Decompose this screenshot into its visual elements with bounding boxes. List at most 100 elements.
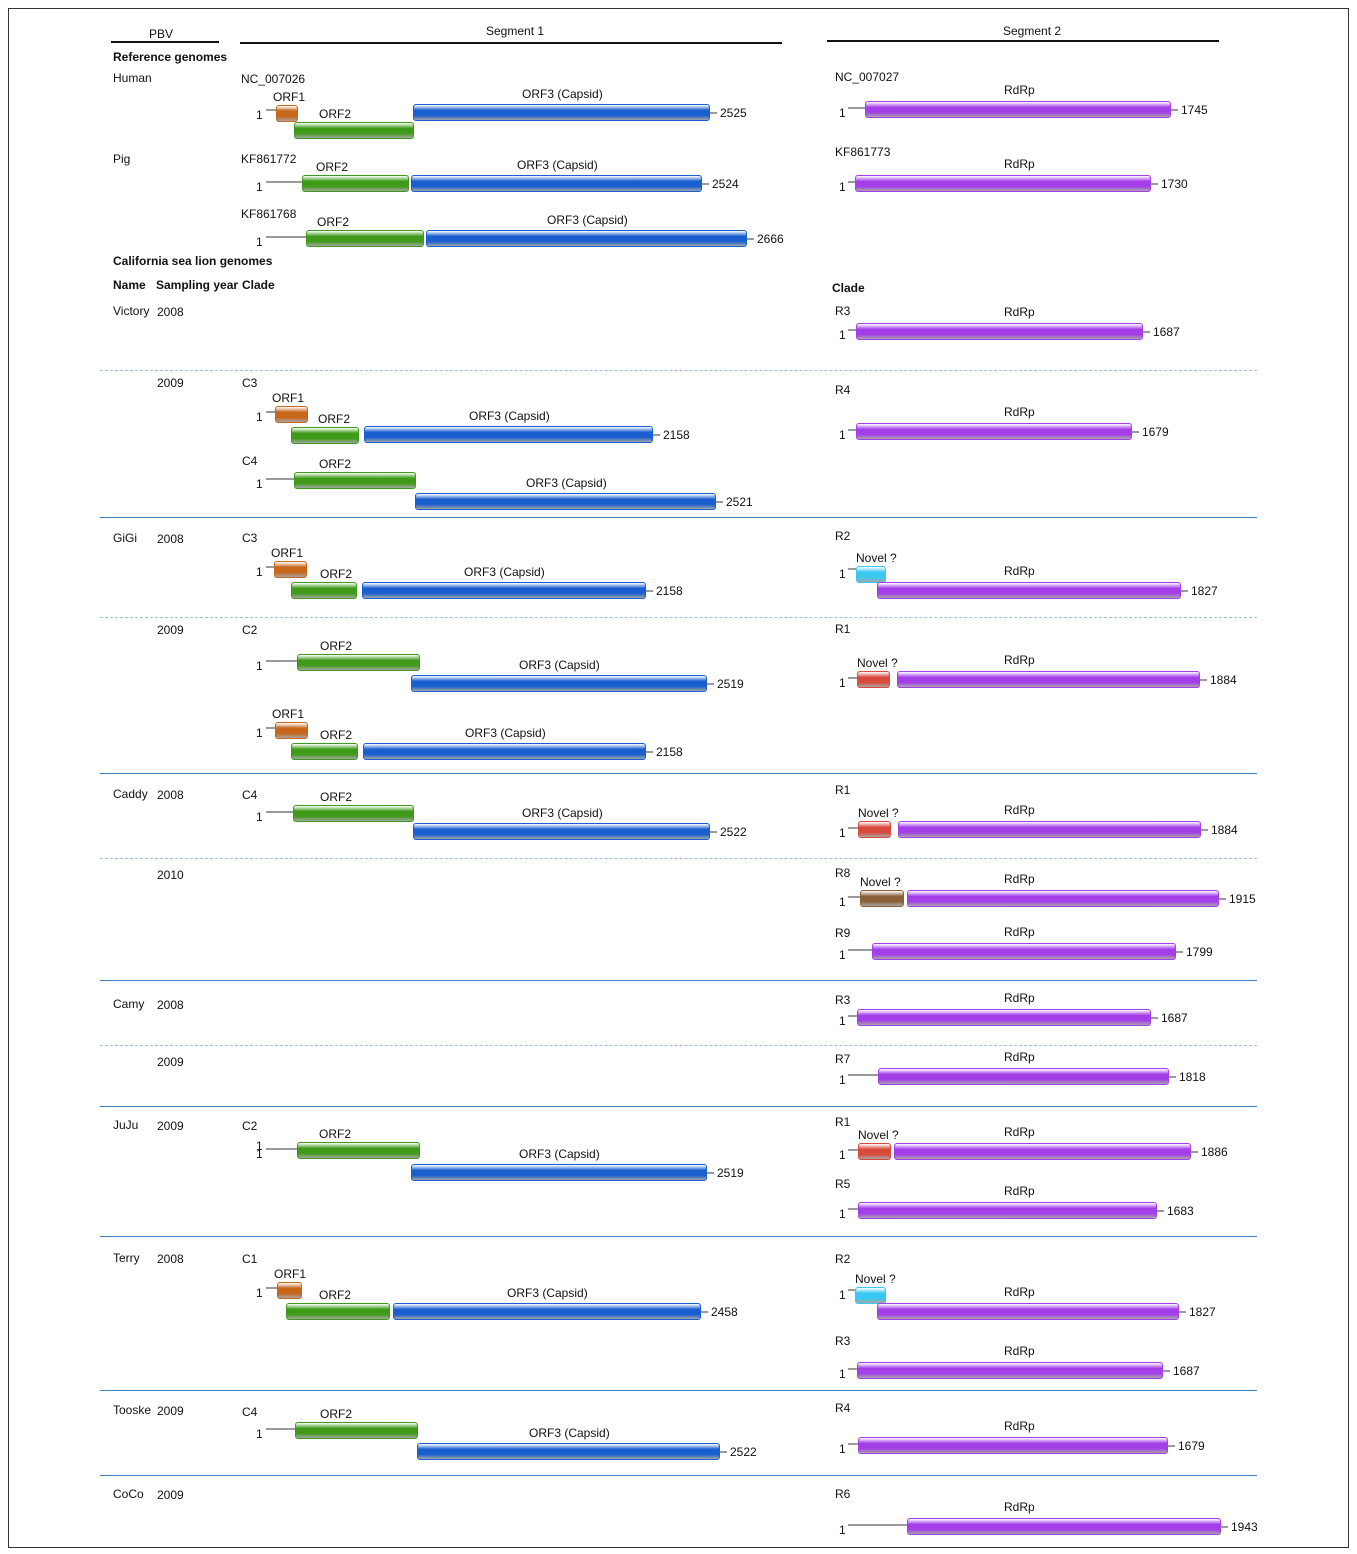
pbv-header: PBV [149, 27, 174, 41]
rdrp-bar [856, 323, 1143, 340]
segment1-clade: C4 [242, 788, 258, 802]
genome-length-label: 1679 [1142, 425, 1169, 439]
rdrp-label: RdRp [1004, 1050, 1035, 1064]
genome-line [266, 811, 293, 813]
accession-label: KF861772 [241, 152, 297, 166]
genome-line [1168, 1445, 1175, 1447]
animal-separator [100, 517, 1257, 518]
rdrp-label: RdRp [1004, 83, 1035, 97]
rdrp-bar [898, 821, 1201, 838]
rdrp-label: RdRp [1004, 564, 1035, 578]
sampling-year: 2009 [157, 1488, 184, 1502]
orf3-bar [362, 582, 646, 599]
rdrp-label: RdRp [1004, 1500, 1035, 1514]
rdrp-bar [907, 1518, 1221, 1535]
genome-length-label: 1679 [1178, 1439, 1205, 1453]
orf1-bar [276, 105, 298, 122]
genome-line [1169, 1076, 1176, 1078]
genome-length-label: 2158 [656, 584, 683, 598]
novel-label: Novel ? [858, 806, 899, 820]
sampling-year: 2008 [157, 998, 184, 1012]
genome-start-label: 1 [256, 810, 263, 824]
orf2-bar [306, 230, 424, 247]
rdrp-label: RdRp [1004, 872, 1035, 886]
orf1-bar [275, 722, 308, 739]
orf2-label: ORF2 [320, 728, 353, 742]
segment1-header-rule [240, 42, 782, 44]
segment2-clade: R2 [835, 1252, 851, 1266]
sampling-year: 2008 [157, 532, 184, 546]
genome-start-label: 1 [256, 410, 263, 424]
orf3-bar [411, 675, 707, 692]
genome-line [1143, 331, 1150, 333]
segment1-clade: C1 [242, 1252, 258, 1266]
genome-start-label: 1 [839, 1523, 846, 1537]
genome-start-label: 1 [839, 676, 846, 690]
genome-line [1179, 1311, 1186, 1313]
novel-domain-bar [855, 1287, 886, 1304]
segment2-clade: R6 [835, 1487, 851, 1501]
orf2-label: ORF2 [316, 160, 349, 174]
genome-line [646, 590, 653, 592]
sampling-year: 2009 [157, 376, 184, 390]
genome-length-label: 2521 [726, 495, 753, 509]
segment2-clade: R3 [835, 304, 851, 318]
animal-separator [100, 1236, 1257, 1237]
orf2-label: ORF2 [320, 790, 353, 804]
segment2-clade: R1 [835, 622, 851, 636]
genome-line [702, 183, 709, 185]
genome-start-label: 1 [256, 1147, 263, 1161]
genome-length-label: 2522 [720, 825, 747, 839]
genome-line [266, 236, 306, 238]
genome-start-label: 1 [256, 565, 263, 579]
orf3-bar [417, 1443, 720, 1460]
sampling-year: 2009 [157, 1119, 184, 1133]
genome-start-label: 1 [839, 180, 846, 194]
orf1-label: ORF1 [274, 1267, 307, 1281]
orf2-bar [295, 1422, 418, 1439]
novel-domain-bar [857, 671, 890, 688]
genome-start-label: 1 [839, 328, 846, 342]
orf3-label: ORF3 (Capsid) [522, 806, 603, 820]
orf3-bar [411, 1164, 707, 1181]
genome-start-label: 1 [839, 1148, 846, 1162]
rdrp-bar [897, 671, 1200, 688]
genome-line [646, 751, 653, 753]
genome-length-label: 1687 [1161, 1011, 1188, 1025]
orf2-bar [291, 582, 357, 599]
genome-line [848, 1208, 858, 1210]
genome-line [848, 329, 856, 331]
year-separator [100, 370, 1257, 371]
genome-line [1157, 1210, 1164, 1212]
animal-separator [100, 1106, 1257, 1107]
segment1-clade: C2 [242, 1119, 258, 1133]
orf1-label: ORF1 [271, 546, 304, 560]
rdrp-label: RdRp [1004, 803, 1035, 817]
orf3-bar [393, 1303, 701, 1320]
genome-line [848, 1524, 907, 1526]
rdrp-bar [855, 175, 1151, 192]
genome-length-label: 2158 [656, 745, 683, 759]
segment2-clade: R5 [835, 1177, 851, 1191]
genome-start-label: 1 [256, 108, 263, 122]
genome-line [848, 1289, 855, 1291]
genome-line [1163, 1370, 1170, 1372]
genome-length-label: 2524 [712, 177, 739, 191]
genome-line [848, 181, 855, 183]
rdrp-bar [865, 101, 1171, 118]
genome-line [266, 1148, 297, 1150]
orf2-label: ORF2 [319, 1127, 352, 1141]
segment1-clade: C4 [242, 1405, 258, 1419]
orf3-label: ORF3 (Capsid) [547, 213, 628, 227]
orf2-label: ORF2 [319, 1288, 352, 1302]
orf2-bar [286, 1303, 390, 1320]
genome-start-label: 1 [839, 1014, 846, 1028]
genome-line [747, 238, 754, 240]
orf1-label: ORF1 [272, 707, 305, 721]
novel-label: Novel ? [856, 551, 897, 565]
genome-line [266, 181, 302, 183]
orf2-bar [297, 1142, 420, 1159]
novel-domain-bar [858, 821, 891, 838]
segment2-header-rule [827, 40, 1219, 42]
orf3-label: ORF3 (Capsid) [507, 1286, 588, 1300]
